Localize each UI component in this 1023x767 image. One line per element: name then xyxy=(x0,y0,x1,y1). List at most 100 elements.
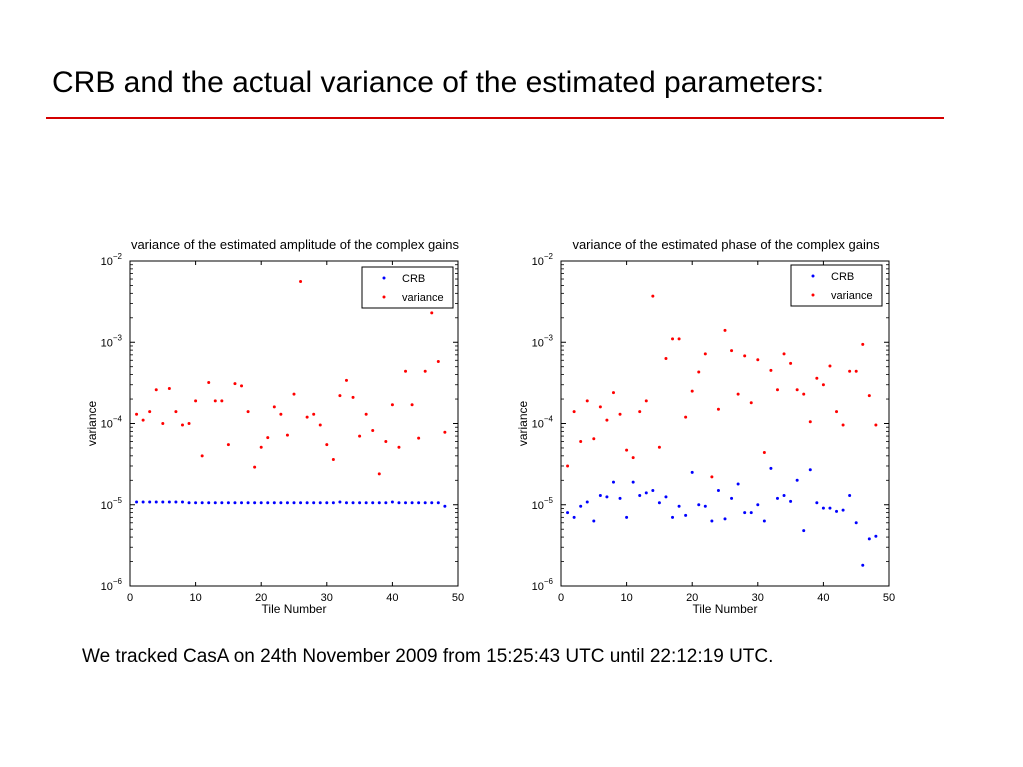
data-point xyxy=(769,466,773,470)
y-tick-label: 10−5 xyxy=(532,496,554,512)
data-point xyxy=(631,456,635,460)
data-point xyxy=(253,501,257,505)
data-point xyxy=(854,521,858,525)
chart-title: variance of the estimated phase of the c… xyxy=(572,237,880,252)
y-tick-label: 10−2 xyxy=(532,252,554,268)
data-point xyxy=(762,519,766,523)
data-point xyxy=(611,391,615,395)
x-tick-label: 40 xyxy=(386,592,398,604)
data-point xyxy=(775,388,779,392)
title-divider xyxy=(46,117,944,119)
data-point xyxy=(854,369,858,373)
y-tick-label: 10−3 xyxy=(532,333,554,349)
data-point xyxy=(220,501,224,505)
y-tick-label: 10−3 xyxy=(101,333,123,349)
data-point xyxy=(874,534,878,538)
data-point xyxy=(664,357,668,361)
data-point xyxy=(351,501,355,505)
data-point xyxy=(207,380,211,384)
x-tick-label: 0 xyxy=(558,592,564,604)
x-tick-label: 0 xyxy=(127,592,133,604)
data-point xyxy=(266,436,270,440)
data-point xyxy=(141,418,145,422)
data-point xyxy=(194,399,198,403)
legend-box xyxy=(361,266,454,309)
data-point xyxy=(835,410,839,414)
data-point xyxy=(710,475,714,479)
data-point xyxy=(240,501,244,505)
data-point xyxy=(259,501,263,505)
data-point xyxy=(161,500,165,504)
data-point xyxy=(671,337,675,341)
data-point xyxy=(657,501,661,505)
data-point xyxy=(625,515,629,519)
data-point xyxy=(233,501,237,505)
data-point xyxy=(572,410,576,414)
x-tick-label: 30 xyxy=(752,592,764,604)
data-point xyxy=(566,464,570,468)
data-point xyxy=(821,383,825,387)
data-point xyxy=(703,504,707,508)
data-point xyxy=(390,500,394,504)
data-point xyxy=(756,358,760,362)
data-point xyxy=(174,500,178,504)
data-point xyxy=(200,454,204,458)
y-axis-label: variance xyxy=(516,400,530,446)
data-point xyxy=(782,493,786,497)
y-tick-label: 10−4 xyxy=(532,415,554,431)
data-point xyxy=(789,499,793,503)
data-point xyxy=(371,501,375,505)
data-point xyxy=(723,328,727,332)
data-point xyxy=(730,349,734,353)
data-point xyxy=(187,501,191,505)
data-point xyxy=(299,279,303,283)
data-point xyxy=(572,515,576,519)
data-point xyxy=(384,440,388,444)
data-point xyxy=(423,501,427,505)
y-tick-label: 10−6 xyxy=(532,577,554,593)
data-point xyxy=(272,405,276,409)
legend-marker xyxy=(382,295,386,299)
data-point xyxy=(638,493,642,497)
data-point xyxy=(690,389,694,393)
data-point xyxy=(358,501,362,505)
data-point xyxy=(644,399,648,403)
data-point xyxy=(253,465,257,469)
data-point xyxy=(430,501,434,505)
data-point xyxy=(802,392,806,396)
data-point xyxy=(677,337,681,341)
data-point xyxy=(611,480,615,484)
data-point xyxy=(579,440,583,444)
data-point xyxy=(867,537,871,541)
data-point xyxy=(736,392,740,396)
legend-box xyxy=(790,264,883,307)
data-point xyxy=(644,491,648,495)
data-point xyxy=(436,501,440,505)
data-point xyxy=(789,361,793,365)
data-point xyxy=(259,445,263,449)
data-point xyxy=(684,513,688,517)
legend: CRB variance xyxy=(361,266,454,309)
data-point xyxy=(135,412,139,416)
data-point xyxy=(848,369,852,373)
slide-title: CRB and the actual variance of the estim… xyxy=(52,66,825,99)
legend-marker xyxy=(811,293,815,297)
data-point xyxy=(226,501,230,505)
data-point xyxy=(161,422,165,425)
data-point xyxy=(364,501,368,505)
data-point xyxy=(417,501,421,505)
data-point xyxy=(677,504,681,508)
series-crb xyxy=(135,500,447,508)
data-point xyxy=(233,382,237,386)
data-point xyxy=(743,511,747,515)
data-point xyxy=(299,501,303,505)
data-point xyxy=(598,493,602,497)
data-point xyxy=(861,563,865,567)
data-point xyxy=(148,410,152,414)
data-point xyxy=(167,386,171,390)
data-point xyxy=(775,496,779,500)
data-point xyxy=(148,500,152,504)
data-point xyxy=(207,501,211,505)
data-point xyxy=(351,395,355,399)
data-point xyxy=(410,403,414,407)
